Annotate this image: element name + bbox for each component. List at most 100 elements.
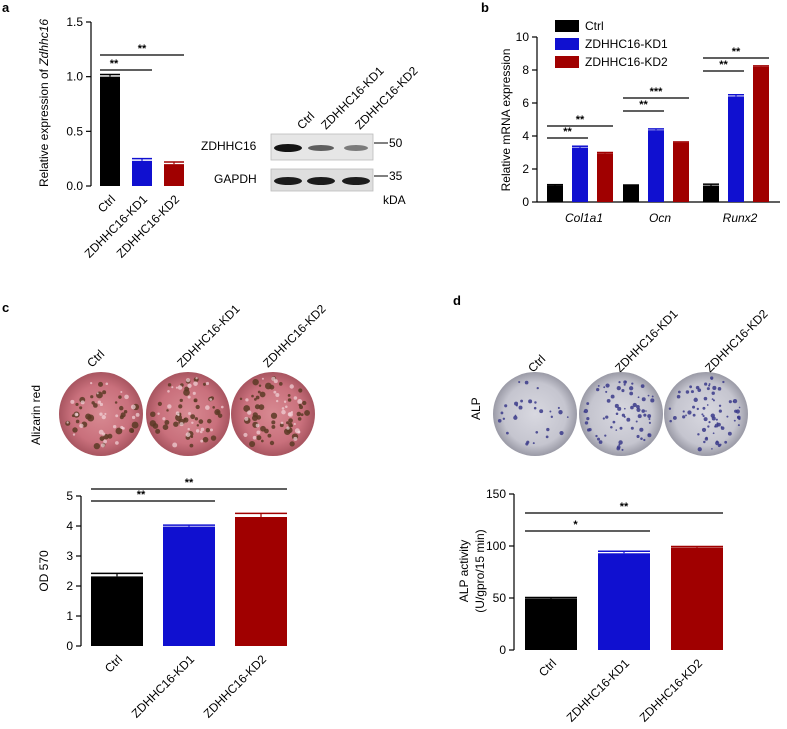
texture-dot (702, 414, 705, 418)
texture-dot (293, 396, 298, 400)
texture-dot (583, 411, 586, 413)
texture-dot (115, 441, 119, 445)
texture-dot (205, 405, 210, 410)
texture-dot (273, 390, 277, 394)
texture-dot (183, 418, 187, 421)
texture-dot (647, 394, 650, 397)
texture-dot (289, 441, 295, 447)
texture-dot (708, 421, 711, 424)
texture-dot (104, 412, 107, 415)
texture-dot (639, 427, 644, 432)
texture-dot (90, 382, 93, 385)
texture-dot (677, 390, 681, 394)
texture-dot (526, 440, 530, 444)
texture-dot (70, 399, 75, 404)
texture-dot (119, 405, 124, 411)
blot-lane-label: Ctrl (294, 109, 317, 132)
blot-row-label-gapdh: GAPDH (214, 172, 257, 186)
texture-dot (244, 416, 249, 421)
texture-dot (239, 397, 243, 401)
texture-dot (179, 422, 184, 427)
y-tick-label: 0 (522, 195, 529, 209)
significance-label: ** (110, 58, 119, 70)
texture-dot (296, 411, 302, 417)
texture-dot (120, 412, 126, 418)
texture-dot (685, 390, 690, 394)
texture-dot (120, 391, 123, 394)
bar (525, 598, 577, 650)
x-tick-label: ZDHHC16-KD2 (201, 652, 270, 721)
texture-dot (643, 438, 646, 442)
y-axis-title: OD 570 (37, 550, 51, 592)
texture-dot (157, 412, 160, 415)
texture-dot (712, 399, 715, 402)
texture-dot (623, 407, 626, 410)
texture-dot (90, 395, 94, 399)
texture-dot (179, 398, 183, 403)
texture-dot (535, 430, 539, 434)
texture-dot (187, 395, 191, 399)
texture-dot (626, 417, 631, 422)
texture-dot (676, 394, 681, 399)
texture-dot (641, 397, 646, 402)
texture-dot (619, 426, 623, 430)
x-tick-label: Runx2 (723, 211, 758, 225)
texture-dot (302, 400, 307, 406)
texture-dot (152, 423, 159, 429)
legend-swatch (555, 56, 579, 68)
texture-dot (715, 440, 719, 443)
texture-dot (617, 406, 622, 411)
texture-dot (602, 417, 605, 420)
texture-dot (624, 380, 627, 383)
texture-dot (502, 417, 506, 420)
texture-dot (191, 421, 194, 425)
texture-dot (586, 417, 590, 421)
texture-dot (711, 448, 713, 450)
texture-dot (257, 390, 261, 394)
panel-label-b: b (481, 0, 489, 15)
alizarin-wells: Ctrl ZDHHC16-KD1 ZDHHC16-KD2 Alizarin re… (29, 302, 329, 456)
texture-dot (298, 403, 302, 407)
texture-dot (72, 433, 76, 436)
texture-dot (727, 431, 732, 436)
texture-dot (93, 403, 98, 408)
texture-dot (595, 434, 598, 438)
texture-dot (714, 425, 717, 428)
y-tick-label: 0.0 (66, 179, 83, 193)
texture-dot (689, 385, 693, 389)
bar (753, 66, 769, 202)
blot-band (307, 177, 335, 185)
texture-dot (75, 419, 80, 424)
texture-dot (105, 382, 109, 386)
texture-dot (155, 428, 161, 434)
texture-dot (711, 391, 715, 395)
texture-dot (690, 390, 694, 394)
texture-dot (623, 415, 626, 418)
texture-dot (162, 424, 169, 431)
texture-dot (682, 410, 685, 413)
texture-dot (175, 386, 178, 389)
texture-dot (718, 404, 722, 407)
well-image (146, 372, 230, 456)
bar (100, 76, 120, 186)
texture-dot (528, 399, 533, 404)
texture-dot (190, 414, 196, 420)
texture-dot (171, 386, 174, 389)
texture-dot (695, 385, 700, 390)
texture-dot (637, 414, 642, 419)
texture-dot (287, 398, 292, 402)
texture-dot (629, 391, 634, 396)
y-tick-label: 150 (486, 487, 506, 501)
panel-label-a: a (2, 0, 10, 15)
y-tick-label: 0 (66, 639, 73, 653)
well-image (664, 372, 748, 456)
y-axis-title-gene: Zdhhc16 (37, 19, 51, 67)
texture-dot (636, 434, 640, 439)
significance-label: * (573, 519, 578, 531)
texture-dot (706, 404, 709, 406)
texture-dot (728, 400, 732, 404)
texture-dot (190, 435, 194, 439)
texture-dot (253, 397, 257, 401)
texture-dot (249, 440, 256, 448)
texture-dot (177, 413, 180, 417)
